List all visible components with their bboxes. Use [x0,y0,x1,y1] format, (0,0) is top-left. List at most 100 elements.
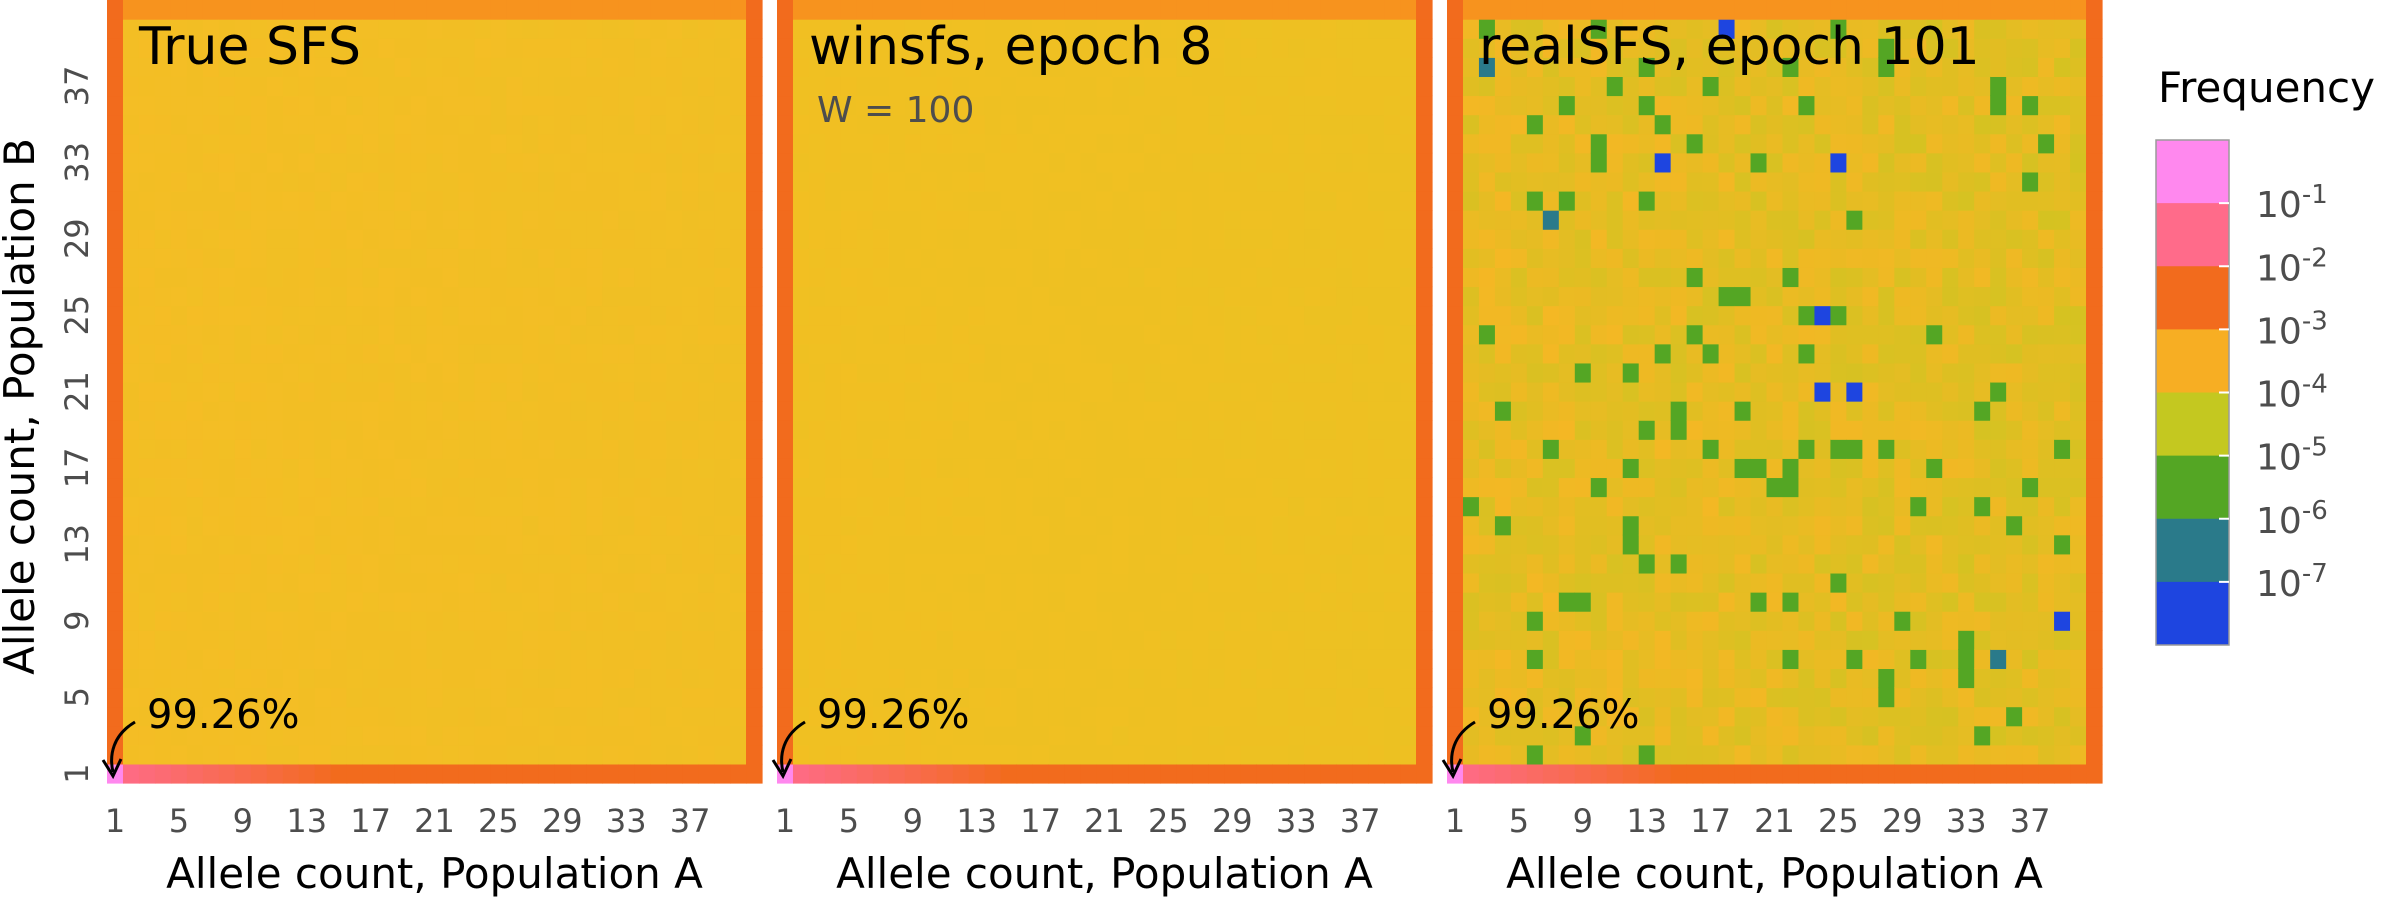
heatmap-cell [218,553,236,574]
heatmap-cell [1958,439,1975,459]
heatmap-cell [522,248,539,268]
heatmap-cell [1814,496,1832,517]
heatmap-cell [554,763,571,784]
heatmap-cell [122,763,140,784]
heatmap-cell [888,190,906,211]
heatmap-cell [122,19,140,39]
heatmap-cell [730,572,747,593]
heatmap-cell [730,687,747,708]
heatmap-cell [1718,420,1736,440]
heatmap-cell [1734,267,1752,288]
heatmap-cell [1638,458,1656,479]
heatmap-cell [1686,687,1704,708]
heatmap-cell [1368,381,1385,402]
heatmap-cell [1192,362,1209,383]
heatmap-cell [2038,553,2055,574]
heatmap-cell [777,687,794,708]
heatmap-cell [1032,725,1050,746]
heatmap-cell [426,401,444,421]
heatmap-cell [154,210,172,230]
heatmap-cell [1910,725,1927,746]
heatmap-cell [1606,744,1624,765]
heatmap-cell [904,57,922,77]
heatmap-cell [1208,706,1225,727]
heatmap-cell [1510,592,1528,612]
heatmap-cell [1718,343,1736,364]
heatmap-cell [952,515,970,536]
heatmap-cell [154,343,172,364]
heatmap-cell [777,381,794,402]
heatmap-cell [1990,458,2007,479]
heatmap-cell [1192,343,1209,364]
heatmap-cell [1942,420,1959,440]
heatmap-cell [618,649,635,670]
heatmap-cell [920,401,938,421]
heatmap-cell [808,248,826,268]
heatmap-cell [410,229,428,249]
heatmap-cell [1974,343,1991,364]
heatmap-cell [538,706,555,727]
heatmap-cell [1272,19,1289,39]
heatmap-cell [474,496,492,517]
heatmap-cell [330,248,348,268]
heatmap-cell [840,57,858,77]
heatmap-cell [426,0,444,20]
heatmap-cell [1894,210,1911,230]
heatmap-cell [777,57,794,77]
heatmap-cell [1096,572,1114,593]
heatmap-cell [570,572,587,593]
heatmap-cell [1830,401,1847,421]
heatmap-cell [394,515,412,536]
heatmap-cell [170,649,188,670]
heatmap-cell [122,133,140,154]
heatmap-cell [1384,668,1401,689]
heatmap-cell [1144,572,1162,593]
heatmap-cell [1144,611,1162,631]
heatmap-cell [904,534,922,555]
heatmap-cell [1384,611,1401,631]
x-tick-label: 9 [903,802,923,840]
heatmap-cell [808,687,826,708]
heatmap-cell [872,458,890,479]
heatmap-cell [1894,649,1911,670]
heatmap-cell [1096,210,1114,230]
x-tick-label: 13 [956,802,997,840]
heatmap-cell [1240,649,1257,670]
heatmap-cell [586,630,603,650]
heatmap-cell [154,706,172,727]
heatmap-cell [1478,420,1496,440]
heatmap-cell [330,381,348,402]
heatmap-cell [2038,114,2055,135]
heatmap-cell [1112,744,1130,765]
heatmap-cell [666,76,683,97]
heatmap-cell [1926,76,1943,97]
heatmap-cell [840,477,858,498]
heatmap-cell [920,171,938,192]
heatmap-cell [1288,38,1305,58]
heatmap-cell [1272,515,1289,536]
heatmap-cell [1766,305,1784,326]
panel-title: winsfs, epoch 8 [809,17,1212,77]
heatmap-cell [1622,534,1640,555]
heatmap-cell [298,534,316,555]
heatmap-cell [1016,381,1034,402]
heatmap-cell [410,38,428,58]
heatmap-cell [1304,572,1321,593]
heatmap-cell [1112,381,1130,402]
heatmap-cell [1942,401,1959,421]
heatmap-cell [538,553,555,574]
heatmap-cell [1224,630,1241,650]
heatmap-cell [1782,534,1800,555]
heatmap-cell [1368,95,1385,116]
heatmap-cell [904,190,922,211]
heatmap-cell [1128,57,1146,77]
heatmap-cell [202,630,220,650]
heatmap-cell [1494,687,1512,708]
heatmap-cell [746,324,763,345]
heatmap-cell [1080,439,1098,459]
heatmap-cell [1750,305,1768,326]
heatmap-cell [538,572,555,593]
heatmap-cell [920,477,938,498]
heatmap-cell [314,630,332,650]
heatmap-cell [1320,171,1337,192]
